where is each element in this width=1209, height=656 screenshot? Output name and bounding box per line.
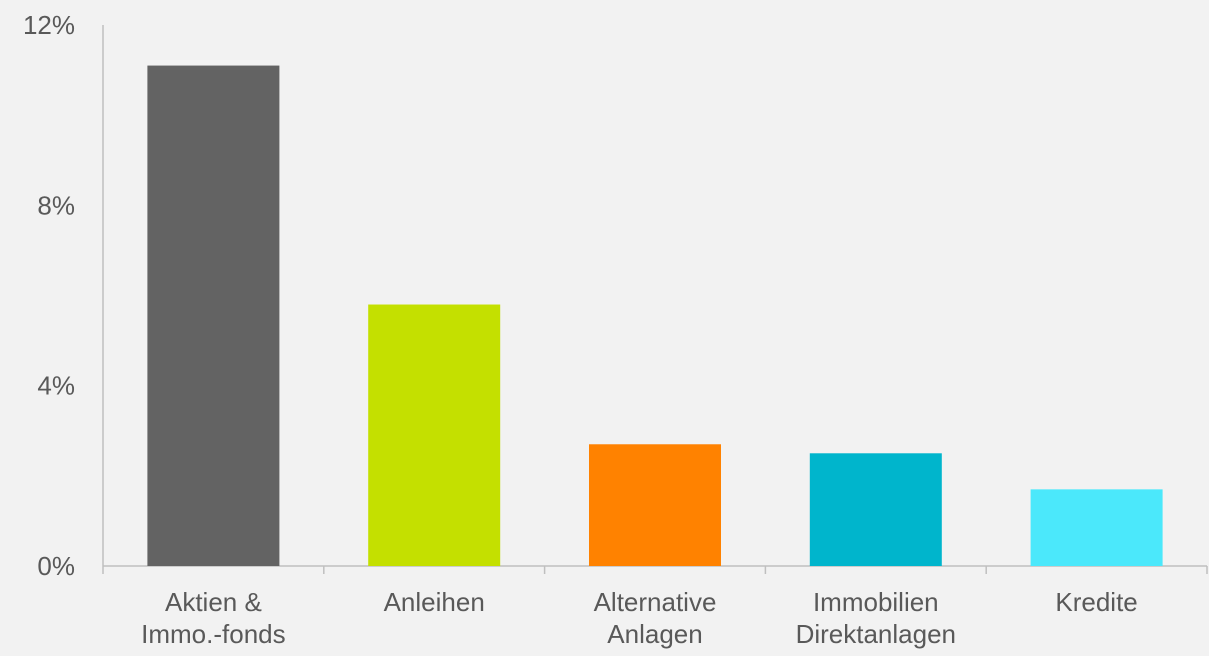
- bar: [147, 65, 280, 566]
- category-label-line: Alternative: [594, 587, 717, 617]
- category-label-line: Anlagen: [607, 619, 702, 649]
- bars: [147, 65, 1163, 566]
- category-label: Kredite: [1055, 587, 1137, 617]
- bar: [1030, 489, 1163, 566]
- category-label: Anleihen: [384, 587, 485, 617]
- y-tick-label: 12%: [23, 10, 75, 40]
- category-label: Immobilien Direktanlagen: [796, 587, 956, 649]
- bar: [589, 444, 721, 566]
- y-tick-label: 8%: [37, 190, 75, 220]
- y-tick-label: 4%: [37, 371, 75, 401]
- category-labels: Aktien & Immo.-fonds Anleihen Alternative An…: [141, 587, 1138, 649]
- y-axis: 0% 4% 8% 12%: [23, 10, 104, 581]
- y-tick-label: 0%: [37, 551, 75, 581]
- category-label-line: Immobilien: [813, 587, 939, 617]
- category-label-line: Direktanlagen: [796, 619, 956, 649]
- category-label-line: Kredite: [1055, 587, 1137, 617]
- category-label-line: Aktien &: [165, 587, 262, 617]
- category-label-line: Anleihen: [384, 587, 485, 617]
- category-label: Alternative Anlagen: [594, 587, 717, 649]
- category-label: Aktien & Immo.-fonds: [141, 587, 286, 649]
- x-axis: [102, 565, 1208, 574]
- category-label-line: Immo.-fonds: [141, 619, 286, 649]
- bar: [809, 453, 942, 566]
- bar: [368, 304, 501, 566]
